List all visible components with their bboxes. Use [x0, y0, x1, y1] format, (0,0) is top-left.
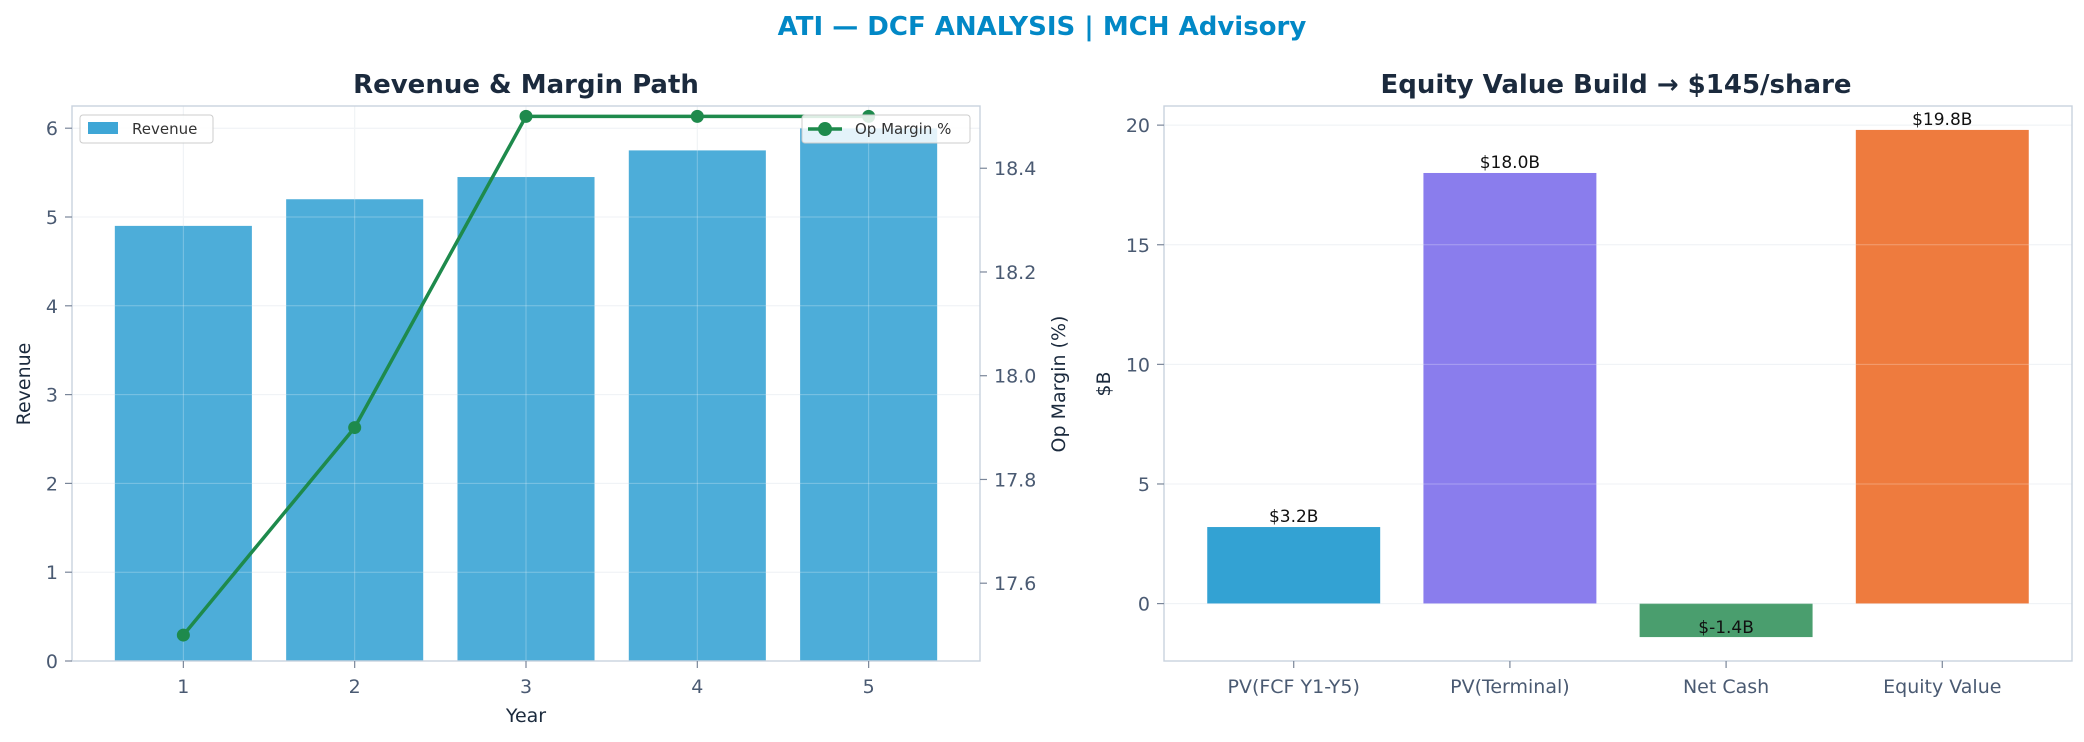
y-axis-ticks: 0 1 2 3 4 5 6 — [46, 118, 72, 673]
y-axis-ticks: 0 5 10 15 20 — [1126, 115, 1164, 616]
x-tick-label: Net Cash — [1683, 676, 1769, 698]
x-tick-label: 5 — [863, 676, 875, 698]
revenue-margin-chart: Revenue & Margin Path 0 1 2 3 4 5 6 17.6 17.8 18… — [13, 70, 1070, 727]
revenue-bar — [457, 177, 595, 662]
y-tick-label: 5 — [1138, 474, 1150, 496]
y-tick-label: 10 — [1126, 354, 1150, 376]
y2-tick-label: 17.8 — [994, 469, 1036, 491]
bar-value-label: $19.8B — [1912, 110, 1972, 130]
x-axis-ticks: PV(FCF Y1-Y5) PV(Terminal) Net Cash Equity … — [1227, 661, 2001, 698]
x-tick-label: 4 — [691, 676, 703, 698]
x-tick-label: 3 — [520, 676, 532, 698]
bar-value-label: $-1.4B — [1698, 618, 1754, 638]
legend-swatch — [88, 122, 118, 134]
x-tick-label: 1 — [177, 676, 189, 698]
figure-title: ATI — DCF ANALYSIS | MCH Advisory — [778, 12, 1307, 42]
x-tick-label: Equity Value — [1883, 676, 2001, 698]
y2-tick-label: 18.0 — [994, 366, 1036, 388]
revenue-bar — [800, 128, 938, 661]
y2-axis-ticks: 17.6 17.8 18.0 18.2 18.4 — [980, 158, 1036, 595]
y2-tick-label: 17.6 — [994, 573, 1036, 595]
equity-bar — [1639, 603, 1813, 638]
y-tick-label: 4 — [46, 296, 58, 318]
x-tick-label: PV(Terminal) — [1450, 676, 1570, 698]
y-tick-label: 5 — [46, 207, 58, 229]
op-margin-point — [519, 109, 533, 123]
x-axis-ticks: 1 2 3 4 5 — [177, 661, 875, 698]
bar-value-label: $3.2B — [1269, 507, 1319, 527]
y-tick-label: 2 — [46, 473, 58, 495]
x-axis-label: Year — [505, 705, 546, 727]
y2-tick-label: 18.2 — [994, 262, 1036, 284]
y-tick-label: 15 — [1126, 235, 1150, 257]
plot-frame — [1163, 105, 2073, 662]
equity-bars — [1207, 129, 2029, 638]
equity-bar — [1207, 527, 1381, 604]
op-margin-point — [176, 628, 190, 642]
y-tick-label: 0 — [46, 651, 58, 673]
y-tick-label: 6 — [46, 118, 58, 140]
equity-value-chart: Equity Value Build → $145/share $3.2B $18… — [1093, 70, 2073, 698]
legend-revenue: Revenue — [79, 114, 214, 144]
legend-label: Revenue — [132, 120, 197, 138]
y-tick-label: 0 — [1138, 594, 1150, 616]
chart-title: Revenue & Margin Path — [353, 70, 699, 100]
y-axis-label: $B — [1093, 371, 1115, 396]
legend-marker — [818, 122, 832, 136]
bar-value-labels: $3.2B $18.0B $-1.4B $19.8B — [1269, 110, 1973, 638]
gridlines-overlay — [1164, 124, 2072, 605]
equity-bar — [1423, 172, 1597, 604]
x-tick-label: PV(FCF Y1-Y5) — [1227, 676, 1359, 698]
y2-tick-label: 18.4 — [994, 158, 1036, 180]
legend-label: Op Margin % — [855, 120, 951, 138]
gridlines-overlay — [72, 106, 980, 662]
chart-title: Equity Value Build → $145/share — [1380, 70, 1851, 100]
bar-value-label: $18.0B — [1480, 153, 1540, 173]
y2-axis-label: Op Margin (%) — [1048, 316, 1070, 453]
y-axis-label: Revenue — [13, 343, 35, 426]
revenue-bar — [628, 150, 766, 661]
y-tick-label: 3 — [46, 385, 58, 407]
legend-op-margin: Op Margin % — [801, 114, 971, 144]
op-margin-point — [690, 109, 704, 123]
op-margin-point — [348, 421, 362, 435]
revenue-bar — [114, 225, 252, 661]
equity-bar — [1855, 129, 2029, 604]
y-tick-label: 20 — [1126, 115, 1150, 137]
x-tick-label: 2 — [349, 676, 361, 698]
y-tick-label: 1 — [46, 562, 58, 584]
